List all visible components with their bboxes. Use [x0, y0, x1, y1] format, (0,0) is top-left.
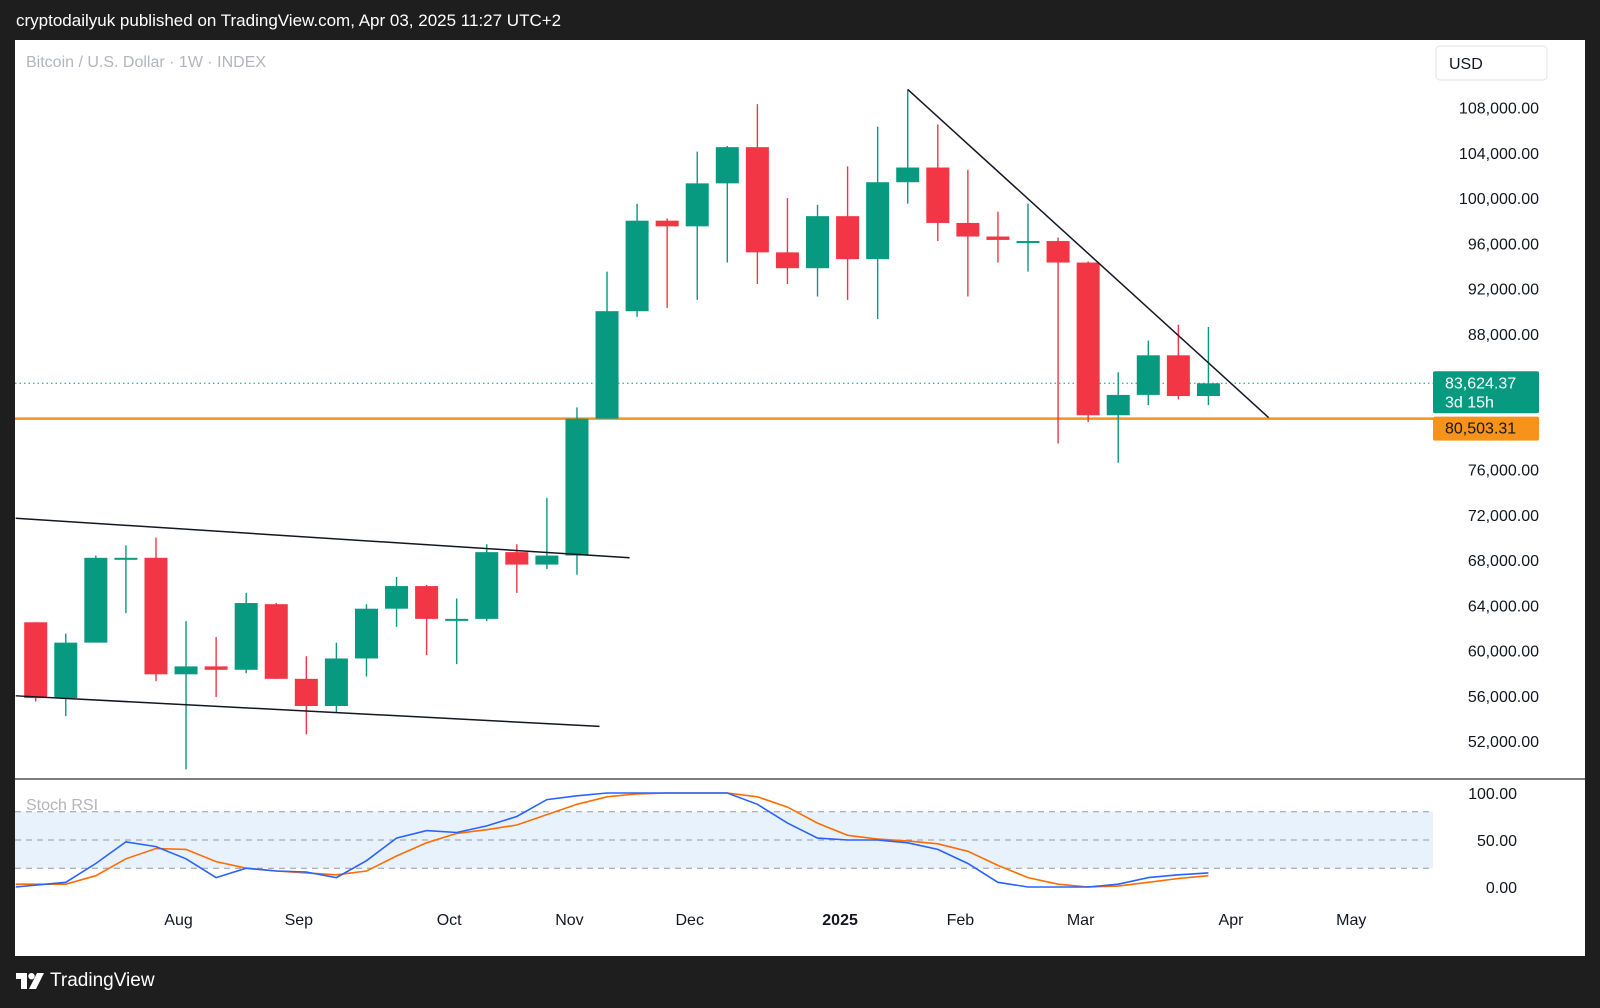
- candle-body: [475, 552, 499, 619]
- descending-trendline: [907, 88, 1270, 419]
- price-tick-label: 100,000.00: [1459, 191, 1539, 208]
- tradingview-logo[interactable]: TradingView: [16, 970, 155, 992]
- currency-label: USD: [1449, 56, 1483, 73]
- symbol-label: Bitcoin / U.S. Dollar · 1W · INDEX: [26, 54, 266, 71]
- time-axis-label: 2025: [822, 912, 858, 929]
- time-axis-label: Nov: [555, 912, 583, 929]
- candle-body: [84, 557, 108, 643]
- currency-button[interactable]: [1435, 45, 1548, 81]
- candle-body: [926, 167, 950, 223]
- candle-body: [685, 183, 709, 227]
- candle-body: [354, 608, 378, 659]
- candle-body: [324, 658, 348, 706]
- price-tick-label: 104,000.00: [1459, 146, 1539, 163]
- price-tick-label: 72,000.00: [1468, 508, 1539, 525]
- publish-header: cryptodailyuk published on TradingView.c…: [0, 0, 1600, 40]
- candle-body: [1166, 355, 1190, 397]
- trendlines: [15, 88, 1270, 728]
- candle-body: [1196, 383, 1220, 397]
- price-tick-label: 52,000.00: [1468, 734, 1539, 751]
- candle-body: [114, 557, 138, 560]
- candle-body: [264, 604, 288, 679]
- support-price-tag: [1433, 416, 1539, 441]
- candle-body: [1016, 241, 1040, 244]
- candle-body: [535, 555, 559, 565]
- price-tick-label: 92,000.00: [1468, 282, 1539, 299]
- candle-body: [896, 167, 920, 183]
- last-price-tag: [1433, 371, 1539, 414]
- candle-body: [1106, 394, 1130, 416]
- candle-body: [655, 220, 679, 227]
- stoch-rsi-tick-label: 0.00: [1486, 880, 1517, 897]
- time-axis-label: Aug: [164, 912, 192, 929]
- time-axis-label: Sep: [285, 912, 314, 929]
- candle-body: [505, 552, 529, 565]
- candle-body: [1046, 241, 1070, 263]
- candle-body: [1076, 262, 1100, 416]
- candle-body: [565, 418, 589, 556]
- price-tick-label: 56,000.00: [1468, 689, 1539, 706]
- price-tick-label: 96,000.00: [1468, 236, 1539, 253]
- time-axis-label: Apr: [1219, 912, 1245, 929]
- candle-body: [715, 147, 739, 184]
- candle-body: [595, 311, 619, 419]
- price-tick-label: 108,000.00: [1459, 101, 1539, 118]
- price-tick-label: 64,000.00: [1468, 598, 1539, 615]
- candle-body: [986, 236, 1010, 240]
- stoch-rsi-d-line: [15, 792, 1209, 888]
- stoch-rsi-tick-label: 100.00: [1468, 786, 1517, 803]
- chart-frame: 108,000.00 104,000.00 100,000.00 96,000.00 9…: [15, 40, 1585, 956]
- stoch-rsi-tick-label: 50.00: [1477, 833, 1517, 850]
- bar-countdown: 3d 15h: [1445, 394, 1494, 411]
- price-tick-label: 76,000.00: [1468, 463, 1539, 480]
- price-tick-label: 88,000.00: [1468, 327, 1539, 344]
- candle-body: [204, 666, 228, 670]
- candle-body: [144, 557, 168, 675]
- candles: [24, 89, 1220, 770]
- chart-svg[interactable]: 108,000.00 104,000.00 100,000.00 96,000.00 9…: [15, 40, 1585, 956]
- stoch-rsi-k-line: [15, 792, 1209, 888]
- candle-body: [866, 182, 890, 260]
- tradingview-logo-icon: [16, 973, 44, 989]
- time-axis-label: Feb: [947, 912, 975, 929]
- time-axis-label: May: [1336, 912, 1366, 929]
- candle-body: [625, 220, 649, 312]
- candle-body: [385, 586, 409, 609]
- footer: TradingView: [0, 956, 1600, 1008]
- candle-body: [445, 618, 469, 621]
- candle-body: [54, 642, 78, 699]
- candle-body: [415, 586, 439, 619]
- candle-body: [775, 252, 799, 269]
- support-price-value: 80,503.31: [1445, 421, 1516, 438]
- candle-body: [745, 147, 769, 253]
- candle-body: [174, 666, 198, 675]
- time-axis-label: Mar: [1067, 912, 1095, 929]
- candle-body: [1136, 355, 1160, 395]
- time-axis: Aug Sep Oct Nov Dec 2025 Feb Mar Apr May: [164, 912, 1366, 929]
- publish-info: cryptodailyuk published on TradingView.c…: [16, 11, 562, 30]
- price-tick-label: 68,000.00: [1468, 553, 1539, 570]
- candle-body: [836, 216, 860, 260]
- tradingview-brand: TradingView: [50, 970, 155, 991]
- candle-body: [24, 622, 48, 699]
- candle-body: [234, 603, 258, 670]
- last-price-value: 83,624.37: [1445, 375, 1516, 392]
- price-tick-label: 60,000.00: [1468, 644, 1539, 661]
- price-axis: 108,000.00 104,000.00 100,000.00 96,000.00 9…: [1459, 101, 1539, 752]
- candle-body: [806, 216, 830, 269]
- time-axis-label: Oct: [437, 912, 462, 929]
- candle-body: [956, 222, 980, 237]
- time-axis-label: Dec: [675, 912, 703, 929]
- channel-lower: [15, 695, 600, 728]
- stoch-rsi-title: Stoch RSI: [26, 797, 98, 814]
- candle-body: [294, 678, 318, 706]
- stoch-rsi-lines: [15, 792, 1209, 888]
- channel-upper: [15, 517, 630, 559]
- stoch-rsi-axis: 100.00 50.00 0.00: [1468, 786, 1517, 897]
